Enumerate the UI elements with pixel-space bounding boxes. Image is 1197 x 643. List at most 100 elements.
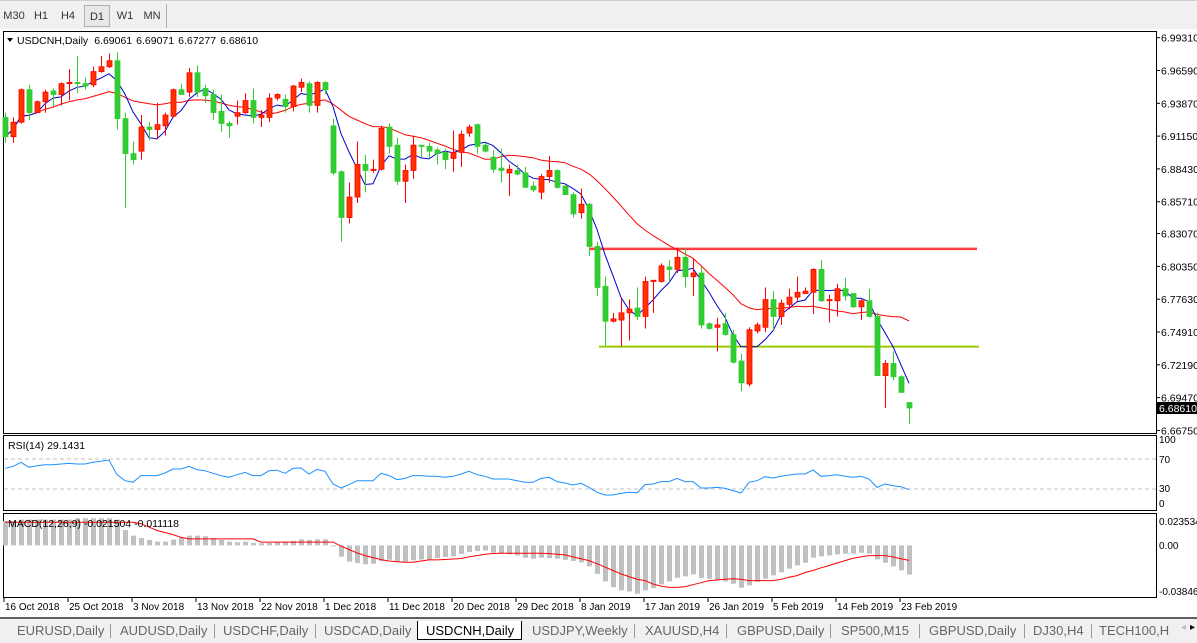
timeframe-m30-button[interactable]: M30 <box>3 10 25 22</box>
macd-histogram-bar <box>595 545 600 574</box>
macd-histogram-bar <box>571 545 576 561</box>
macd-histogram-bar <box>747 545 752 586</box>
slow-moving-average-line <box>4 91 910 322</box>
chart-tab[interactable]: DJ30,H4 <box>1033 623 1084 638</box>
macd-histogram-bar <box>827 545 832 556</box>
macd-histogram-bar <box>219 539 224 546</box>
bearish-candle-body <box>722 323 729 335</box>
bearish-candle-body <box>842 288 849 297</box>
macd-histogram-bar <box>635 545 640 594</box>
bearish-candle-body <box>330 125 337 174</box>
price-axis-label: 6.69470 <box>1161 393 1197 405</box>
bearish-candle-body <box>74 82 81 85</box>
chart-tab[interactable]: USDCAD,Daily <box>324 623 412 638</box>
macd-histogram-bar <box>795 545 800 566</box>
bearish-candle-body <box>130 153 137 161</box>
price-chart[interactable]: 6.99310 6.96590 6.93870 6.91150 6.88430 6.857… <box>0 0 1197 617</box>
bearish-candle-body <box>530 185 537 191</box>
timeframe-w1-button[interactable]: W1 <box>116 10 134 22</box>
bullish-candle-body <box>154 124 161 130</box>
bullish-candle-body <box>466 126 473 134</box>
collapse-triangle-icon[interactable] <box>7 38 13 42</box>
bullish-candle-body <box>714 324 721 328</box>
macd-histogram-bar <box>75 518 80 546</box>
macd-histogram-bar <box>195 535 200 546</box>
bullish-candle-body <box>346 196 353 218</box>
macd-histogram-bar <box>803 545 808 563</box>
bullish-candle-body <box>754 324 761 332</box>
bearish-candle-body <box>874 316 881 376</box>
bullish-candle-body <box>402 170 409 182</box>
bearish-candle-body <box>850 293 857 308</box>
macd-histogram-bar <box>515 545 520 556</box>
chart-tab[interactable]: USDCHF,Daily <box>223 623 309 638</box>
bullish-candle-body <box>626 308 633 314</box>
chart-tab[interactable]: USDJPY,Weekly <box>532 623 628 638</box>
bearish-candle-body <box>362 164 369 171</box>
macd-signal-line <box>5 521 910 588</box>
macd-histogram-bar <box>19 519 24 546</box>
macd-histogram-bar <box>267 542 272 546</box>
chart-tab[interactable]: USDCNH,Daily <box>417 621 522 640</box>
scroll-tabs-right-icon[interactable]: ▸ <box>1190 622 1196 633</box>
bearish-candle-body <box>122 118 129 154</box>
bullish-candle-body <box>106 60 113 68</box>
price-axis-label: 6.74910 <box>1161 327 1197 339</box>
macd-histogram-bar <box>59 519 64 546</box>
bullish-candle-body <box>794 291 801 298</box>
timeframe-d1-button[interactable]: D1 <box>84 5 110 27</box>
scroll-tabs-left-icon[interactable]: ◂ <box>1181 622 1187 633</box>
timeframe-toolbar: M30 H1 H4 D1 W1 MN <box>0 0 1197 29</box>
macd-histogram-bar <box>883 545 888 563</box>
bearish-candle-body <box>226 123 233 127</box>
bullish-candle-body <box>858 300 865 308</box>
date-axis-label: 17 Jan 2019 <box>645 602 700 613</box>
macd-histogram-bar <box>891 545 896 567</box>
bearish-candle-body <box>498 167 505 171</box>
bearish-candle-body <box>322 82 329 91</box>
bullish-candle-body <box>66 82 73 85</box>
macd-histogram-bar <box>699 545 704 579</box>
macd-histogram-bar <box>147 539 152 546</box>
macd-histogram-bar <box>611 545 616 588</box>
bearish-candle-body <box>570 194 577 215</box>
bullish-candle-body <box>170 89 177 117</box>
rsi-axis-label: 70 <box>1159 455 1171 466</box>
low-value: 6.67277 <box>178 35 216 47</box>
macd-histogram-bar <box>667 545 672 582</box>
bearish-candle-body <box>306 83 313 106</box>
main-chart-frame <box>3 31 1157 434</box>
chart-tab[interactable]: GBPUSD,Daily <box>737 623 825 638</box>
chart-tab[interactable]: AUDUSD,Daily <box>120 623 208 638</box>
bullish-candle-body <box>234 112 241 117</box>
macd-histogram-bar <box>907 545 912 575</box>
bearish-candle-body <box>194 72 201 93</box>
tab-divider <box>110 624 111 638</box>
bearish-candle-body <box>818 268 825 302</box>
macd-histogram-bar <box>11 521 16 546</box>
macd-histogram-bar <box>715 545 720 581</box>
timeframe-h1-button[interactable]: H1 <box>33 10 49 22</box>
macd-histogram-bar <box>339 545 344 557</box>
chart-tab[interactable]: TECH100,H <box>1099 623 1170 638</box>
bearish-candle-body <box>442 151 449 161</box>
bullish-candle-body <box>10 121 17 138</box>
chart-tab[interactable]: SP500,M15 <box>841 623 909 638</box>
bullish-candle-body <box>90 71 97 86</box>
bullish-candle-body <box>98 66 105 72</box>
macd-histogram-bar <box>443 545 448 558</box>
date-axis-label: 25 Oct 2018 <box>69 602 124 613</box>
macd-histogram-bar <box>283 541 288 546</box>
bullish-candle-body <box>786 296 793 305</box>
bullish-candle-body <box>290 85 297 107</box>
chart-tab[interactable]: EURUSD,Daily <box>17 623 105 638</box>
timeframe-h4-button[interactable]: H4 <box>60 10 76 22</box>
bullish-candle-body <box>354 164 361 198</box>
macd-histogram-bar <box>675 545 680 578</box>
tab-divider <box>830 624 831 638</box>
timeframe-mn-button[interactable]: MN <box>143 10 161 22</box>
chart-tab[interactable]: XAUUSD,H4 <box>645 623 720 638</box>
bullish-candle-body <box>42 91 49 103</box>
bullish-candle-body <box>458 133 465 153</box>
chart-tab[interactable]: GBPUSD,Daily <box>929 623 1017 638</box>
